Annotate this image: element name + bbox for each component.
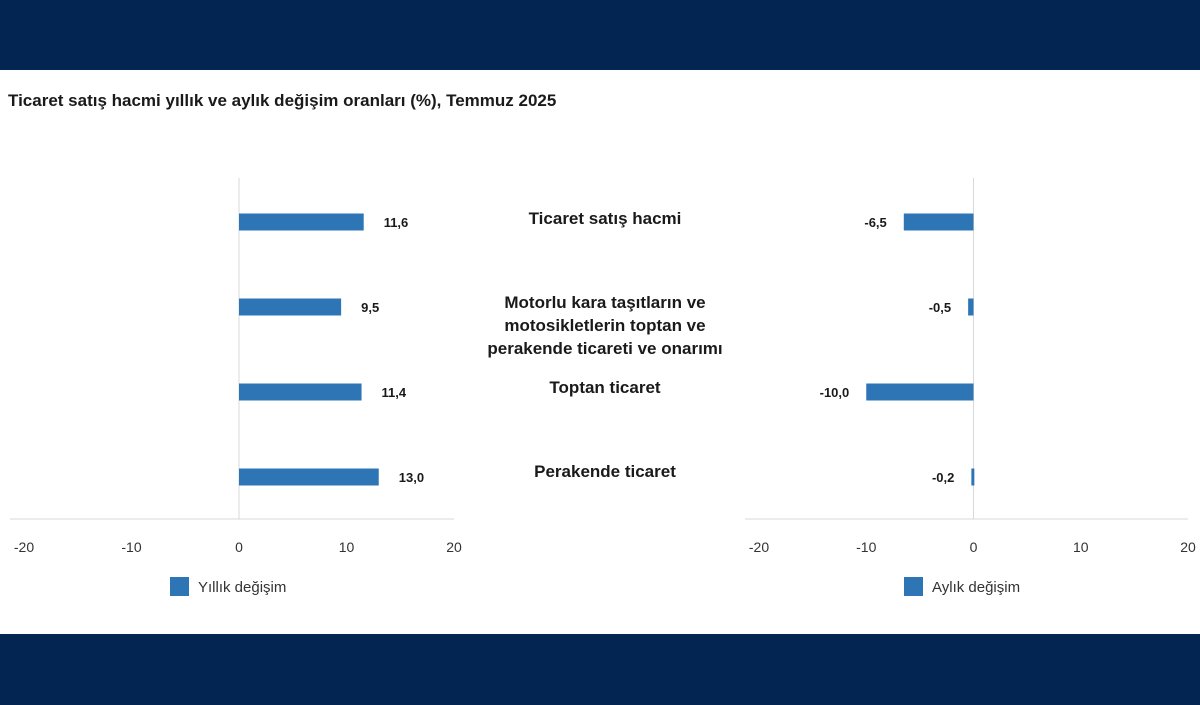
legend-label: Aylık değişim [932,579,1020,596]
bar [866,383,974,401]
data-label: -10,0 [820,385,850,400]
x-tick-label: 0 [235,539,243,555]
legend-swatch [170,577,189,596]
data-label: -0,2 [932,470,954,485]
legend-label: Yıllık değişim [198,579,286,596]
page-title: Ticaret satış hacmi yıllık ve aylık deği… [8,91,557,110]
x-tick-label: -20 [14,539,34,555]
category-label: Perakende ticaret [445,460,765,483]
category-label-line: Ticaret satış hacmi [528,209,682,228]
category-label: Motorlu kara taşıtların ve motosikletleri… [445,291,765,360]
bottom-banner [0,634,1200,705]
x-tick-label: -10 [856,539,876,555]
bar [239,468,379,486]
data-label: 9,5 [361,300,379,315]
bar [968,298,974,316]
data-label: 11,4 [382,385,407,400]
top-banner [0,0,1200,70]
category-label: Toptan ticaret [445,376,765,399]
bar [971,468,975,486]
data-label: -0,5 [929,300,951,315]
data-label: 13,0 [399,470,424,485]
data-label: -6,5 [864,215,886,230]
x-tick-label: -20 [749,539,769,555]
x-tick-label: 20 [446,539,462,555]
category-label-line: motosikletlerin toptan ve [504,316,706,335]
category-label-line: Toptan ticaret [549,378,661,397]
x-tick-label: 0 [970,539,978,555]
legend-swatch [904,577,923,596]
bar [239,213,364,231]
x-tick-label: 20 [1180,539,1196,555]
category-label: Ticaret satış hacmi [445,207,765,230]
bar [239,383,362,401]
category-label-line: perakende ticareti ve onarımı [487,339,723,358]
bar [239,298,342,316]
bar [903,213,974,231]
category-label-line: Motorlu kara taşıtların ve [504,293,706,312]
data-label: 11,6 [384,215,409,230]
x-tick-label: -10 [121,539,141,555]
category-label-line: Perakende ticaret [534,462,676,481]
x-tick-label: 10 [339,539,355,555]
x-tick-label: 10 [1073,539,1089,555]
